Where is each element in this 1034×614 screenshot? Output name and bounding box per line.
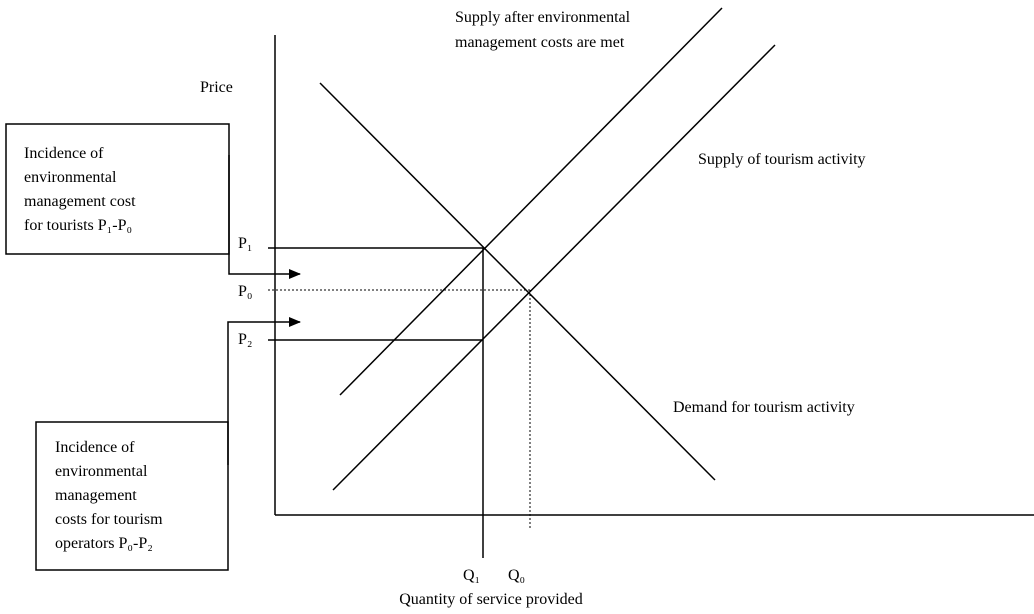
box-line: management cost	[24, 193, 136, 210]
price-label: P₂	[238, 331, 252, 348]
box-line: operators P₀-P₂	[55, 535, 153, 552]
supply-line	[332, 44, 776, 491]
box-tourists-text: Incidence of environmental management cost…	[24, 145, 136, 234]
quantity-label: Q₁	[463, 567, 480, 584]
y-axis-label: Price	[200, 79, 233, 96]
box-line: Incidence of	[55, 439, 135, 456]
x-axis-label: Quantity of service provided	[399, 591, 583, 608]
demand-label: Demand for tourism activity	[673, 399, 855, 416]
quantity-label: Q₀	[508, 567, 525, 584]
demand-line	[319, 82, 716, 481]
box-operators-text: Incidence of environmental management costs…	[55, 439, 163, 552]
box-operators	[35, 421, 229, 571]
price-label: P₀	[238, 283, 252, 300]
box-line: Incidence of	[24, 145, 104, 162]
box-tourists	[5, 123, 230, 255]
box-line: environmental	[55, 463, 148, 480]
box-line: for tourists P₁-P₀	[24, 217, 132, 234]
box-line: environmental	[24, 169, 117, 186]
arrow-tourists	[228, 155, 301, 279]
supply-after-label: management costs are met	[455, 34, 625, 51]
supply-after-label: Supply after environmental	[455, 9, 631, 26]
price-label: P₁	[238, 235, 252, 252]
box-line: costs for tourism	[55, 511, 163, 528]
supply-after-line	[339, 7, 723, 396]
arrow-operators	[227, 317, 301, 465]
supply-label: Supply of tourism activity	[698, 151, 866, 168]
box-line: management	[55, 487, 137, 504]
